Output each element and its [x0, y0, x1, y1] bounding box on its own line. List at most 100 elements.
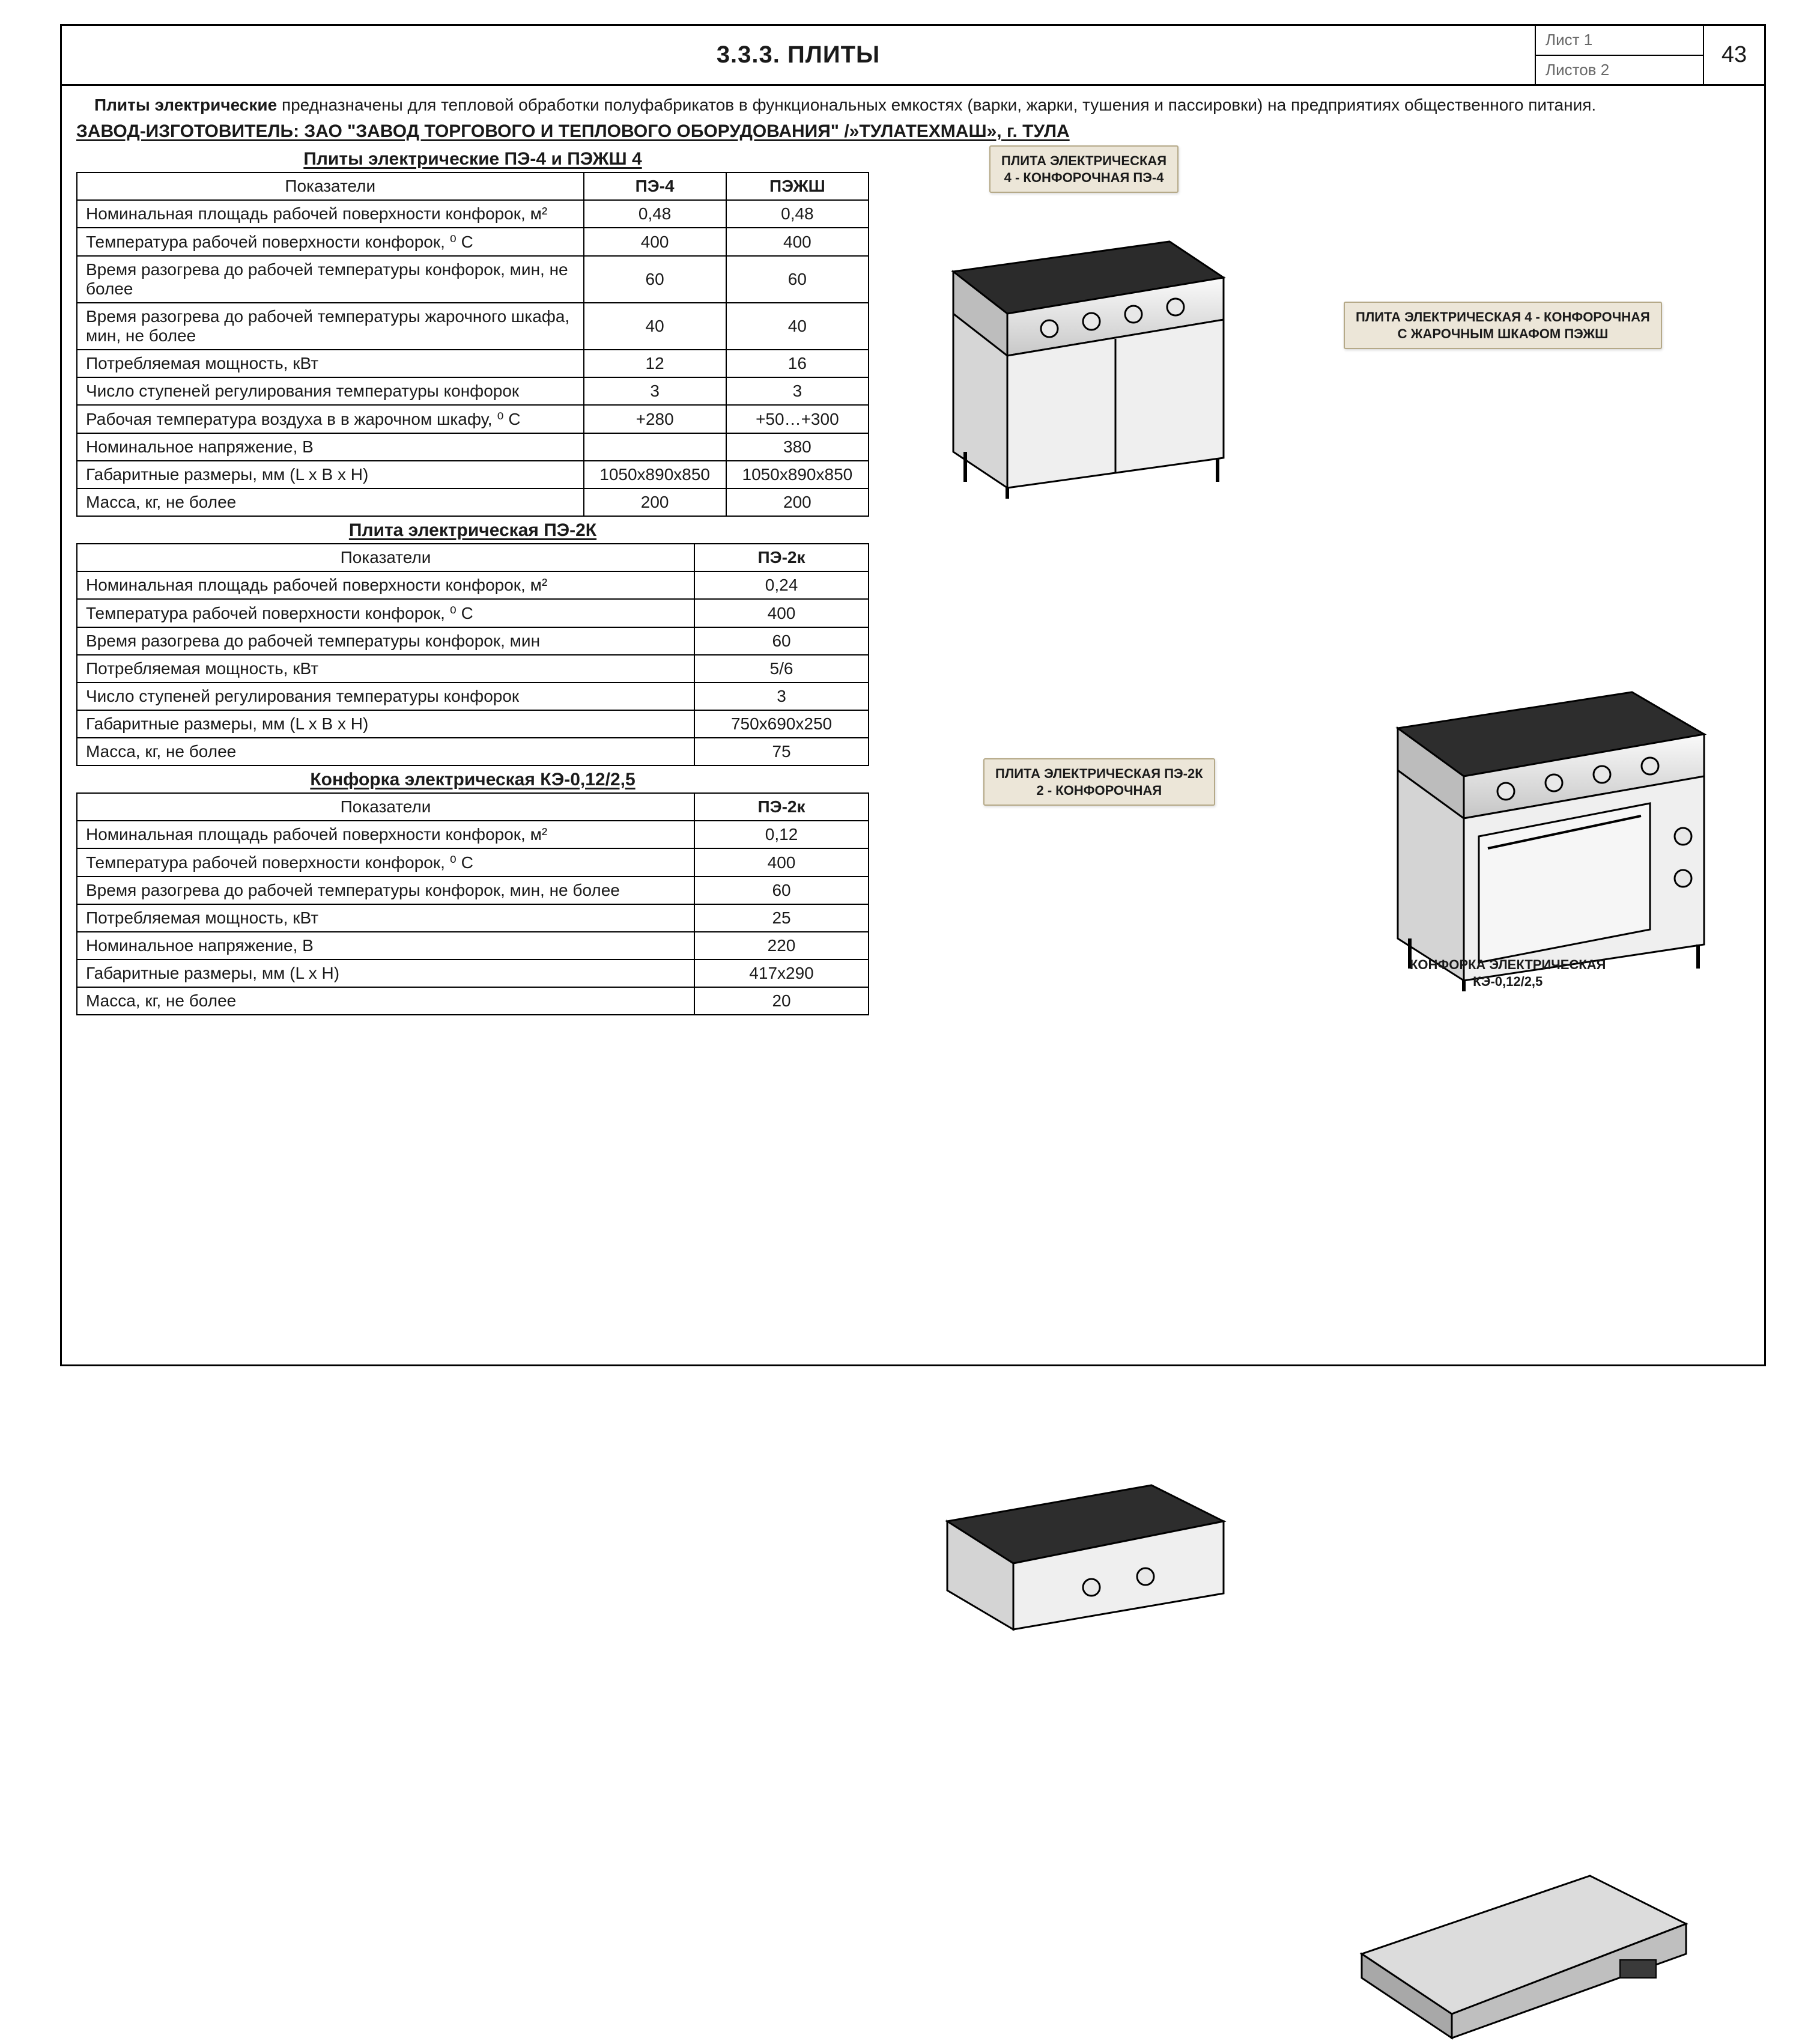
row-label: Температура рабочей поверхности конфорок…: [77, 228, 584, 256]
row-value: 400: [694, 848, 869, 877]
table-row: Потребляемая мощность, кВт5/6: [77, 655, 869, 683]
header: 3.3.3. ПЛИТЫ Лист 1 Листов 2 43: [62, 26, 1764, 86]
row-value: 60: [694, 877, 869, 904]
page-number: 43: [1704, 26, 1764, 84]
row-value: 12: [584, 350, 726, 377]
row-value: 40: [584, 303, 726, 350]
sheet-info: Лист 1 Листов 2: [1536, 26, 1704, 84]
row-value: 400: [726, 228, 869, 256]
row-label: Температура рабочей поверхности конфорок…: [77, 848, 694, 877]
product-figure: [1350, 656, 1802, 993]
row-value: 0,48: [726, 200, 869, 228]
table-row: Габаритные размеры, мм (L x B x H)1050x8…: [77, 461, 869, 488]
row-value: 200: [584, 488, 726, 516]
row-value: +280: [584, 405, 726, 433]
table-row: Время разогрева до рабочей температуры к…: [77, 877, 869, 904]
row-label: Потребляемая мощность, кВт: [77, 655, 694, 683]
product-label: ПЛИТА ЭЛЕКТРИЧЕСКАЯ ПЭ-2К2 - КОНФОРОЧНАЯ: [983, 758, 1215, 806]
product-figure: [911, 199, 1774, 500]
product-figure: [1332, 1840, 1802, 2044]
row-value: 1050x890x850: [584, 461, 726, 488]
maker-line: ЗАВОД-ИЗГОТОВИТЕЛЬ: ЗАО "ЗАВОД ТОРГОВОГО…: [62, 120, 1764, 145]
table-row: Время разогрева до рабочей температуры к…: [77, 627, 869, 655]
row-value: 75: [694, 738, 869, 765]
table-row: Температура рабочей поверхности конфорок…: [77, 848, 869, 877]
product-figure: [911, 1455, 1774, 1635]
row-label: Число ступеней регулирования температуры…: [77, 377, 584, 405]
intro-lead: Плиты электрические: [94, 96, 277, 114]
row-label: Время разогрева до рабочей температуры к…: [77, 627, 694, 655]
row-value: +50…+300: [726, 405, 869, 433]
table3-title: Конфорка электрическая КЭ-0,12/2,5: [76, 770, 869, 790]
row-value: 60: [726, 256, 869, 303]
sheets-label: Листов 2: [1536, 56, 1703, 85]
row-value: 400: [694, 599, 869, 627]
row-value: 0,12: [694, 821, 869, 848]
row-label: Время разогрева до рабочей температуры ж…: [77, 303, 584, 350]
table-row: Номинальная площадь рабочей поверхности …: [77, 821, 869, 848]
row-value: 0,48: [584, 200, 726, 228]
row-label: Потребляемая мощность, кВт: [77, 350, 584, 377]
product-label: КОНФОРКА ЭЛЕКТРИЧЕСКАЯКЭ-0,12/2,5: [1410, 957, 1606, 990]
row-value: 20: [694, 987, 869, 1015]
row-label: Габаритные размеры, мм (L x H): [77, 960, 694, 987]
col-header-value: ПЭЖШ: [726, 172, 869, 200]
row-value: 60: [584, 256, 726, 303]
table-row: Габаритные размеры, мм (L x H)417x290: [77, 960, 869, 987]
table-row: Номинальное напряжение, В 380: [77, 433, 869, 461]
row-value: 200: [726, 488, 869, 516]
table-row: Масса, кг, не более200200: [77, 488, 869, 516]
row-label: Номинальное напряжение, В: [77, 932, 694, 960]
row-value: 3: [726, 377, 869, 405]
col-header-value: ПЭ-2к: [694, 793, 869, 821]
page-title: 3.3.3. ПЛИТЫ: [62, 26, 1536, 84]
row-label: Номинальная площадь рабочей поверхности …: [77, 821, 694, 848]
tables-column: Плиты электрические ПЭ-4 и ПЭЖШ 4 Показа…: [76, 145, 869, 1167]
row-value: 417x290: [694, 960, 869, 987]
row-value: 3: [694, 683, 869, 710]
row-value: 220: [694, 932, 869, 960]
col-header-value: ПЭ-4: [584, 172, 726, 200]
row-label: Рабочая температура воздуха в в жарочном…: [77, 405, 584, 433]
row-value: 60: [694, 627, 869, 655]
row-label: Время разогрева до рабочей температуры к…: [77, 256, 584, 303]
row-value: 0,24: [694, 571, 869, 599]
row-label: Потребляемая мощность, кВт: [77, 904, 694, 932]
table-row: Потребляемая мощность, кВт1216: [77, 350, 869, 377]
row-label: Габаритные размеры, мм (L x B x H): [77, 461, 584, 488]
row-label: Габаритные размеры, мм (L x B x H): [77, 710, 694, 738]
table-row: Время разогрева до рабочей температуры к…: [77, 256, 869, 303]
table1-title: Плиты электрические ПЭ-4 и ПЭЖШ 4: [76, 149, 869, 169]
row-value: 380: [726, 433, 869, 461]
col-header-value: ПЭ-2к: [694, 544, 869, 571]
row-value: 400: [584, 228, 726, 256]
row-label: Масса, кг, не более: [77, 987, 694, 1015]
product-label: ПЛИТА ЭЛЕКТРИЧЕСКАЯ4 - КОНФОРОЧНАЯ ПЭ-4: [989, 145, 1179, 193]
table-row: Номинальное напряжение, В220: [77, 932, 869, 960]
intro-text: Плиты электрические предназначены для те…: [62, 86, 1764, 120]
row-value: [584, 433, 726, 461]
table-row: Номинальная площадь рабочей поверхности …: [77, 200, 869, 228]
table-row: Температура рабочей поверхности конфорок…: [77, 228, 869, 256]
row-value: 750x690x250: [694, 710, 869, 738]
row-label: Номинальная площадь рабочей поверхности …: [77, 571, 694, 599]
table-row: Число ступеней регулирования температуры…: [77, 377, 869, 405]
table-row: Потребляемая мощность, кВт25: [77, 904, 869, 932]
row-label: Номинальное напряжение, В: [77, 433, 584, 461]
row-label: Время разогрева до рабочей температуры к…: [77, 877, 694, 904]
sheet-label: Лист 1: [1536, 26, 1703, 56]
table3: ПоказателиПЭ-2кНоминальная площадь рабоч…: [76, 792, 869, 1015]
table2: ПоказателиПЭ-2кНоминальная площадь рабоч…: [76, 543, 869, 766]
row-label: Число ступеней регулирования температуры…: [77, 683, 694, 710]
table2-title: Плита электрическая ПЭ-2К: [76, 520, 869, 541]
figures-column: ПЛИТА ЭЛЕКТРИЧЕСКАЯ4 - КОНФОРОЧНАЯ ПЭ-4 …: [887, 145, 1750, 1167]
col-header-label: Показатели: [77, 172, 584, 200]
row-value: 5/6: [694, 655, 869, 683]
row-label: Масса, кг, не более: [77, 488, 584, 516]
content-grid: Плиты электрические ПЭ-4 и ПЭЖШ 4 Показа…: [62, 145, 1764, 1174]
table-row: Номинальная площадь рабочей поверхности …: [77, 571, 869, 599]
table-row: Масса, кг, не более75: [77, 738, 869, 765]
row-value: 3: [584, 377, 726, 405]
table1: ПоказателиПЭ-4ПЭЖШНоминальная площадь ра…: [76, 172, 869, 517]
table-row: Габаритные размеры, мм (L x B x H)750x69…: [77, 710, 869, 738]
